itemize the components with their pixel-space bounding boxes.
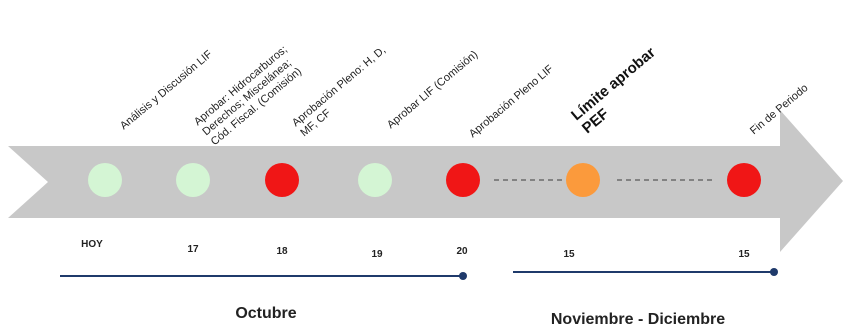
event-dot-0: [88, 163, 122, 197]
timeline-arrow-body: [8, 110, 843, 252]
period-label-octubre: Octubre: [235, 305, 297, 322]
date-label-0: HOY: [81, 239, 103, 250]
date-label-5: 15: [563, 249, 575, 260]
period-label-nov-dic: Noviembre - Diciembre: [550, 311, 726, 328]
date-label-4: 20: [456, 246, 468, 257]
period-bracket-octubre-end: [459, 272, 467, 280]
date-label-1: 17: [187, 244, 199, 255]
event-dot-1: [176, 163, 210, 197]
event-dot-5: [566, 163, 600, 197]
event-dot-2: [265, 163, 299, 197]
date-label-3: 19: [371, 249, 383, 260]
date-label-2: 18: [276, 246, 288, 257]
event-dot-4: [446, 163, 480, 197]
period-bracket-nov-dic-end: [770, 268, 778, 276]
event-dot-3: [358, 163, 392, 197]
event-dot-6: [727, 163, 761, 197]
date-label-6: 15: [738, 249, 750, 260]
